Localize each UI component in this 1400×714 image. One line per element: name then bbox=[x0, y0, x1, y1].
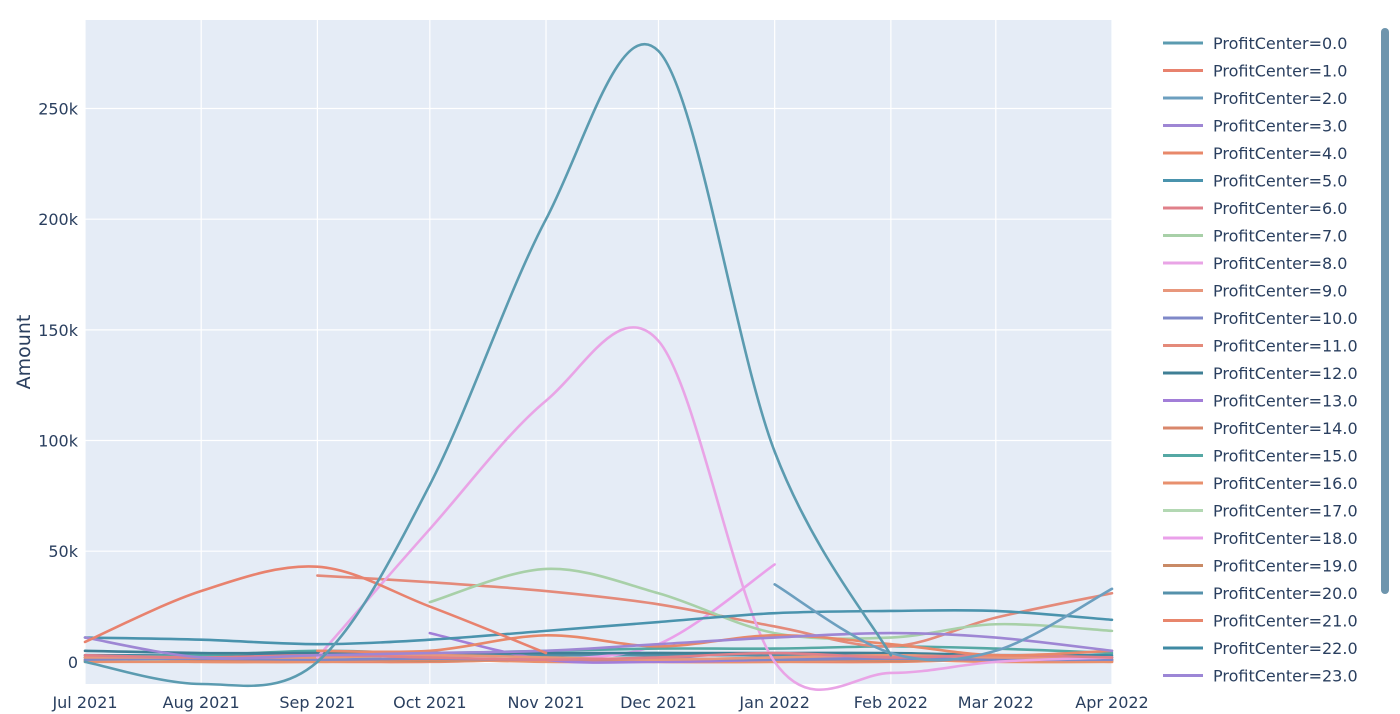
series-line-2 bbox=[773, 583, 1114, 662]
plot-area bbox=[85, 20, 1112, 684]
y-tick-label: 50k bbox=[48, 542, 78, 561]
legend-entry[interactable]: ProfitCenter=5.0 bbox=[1213, 172, 1347, 191]
x-tick-label: Jan 2022 bbox=[738, 693, 809, 712]
legend-entry[interactable]: ProfitCenter=16.0 bbox=[1213, 474, 1358, 493]
x-tick-label: Oct 2021 bbox=[393, 693, 466, 712]
x-tick-label: Dec 2021 bbox=[620, 693, 697, 712]
legend-scrollbar[interactable] bbox=[1381, 28, 1389, 594]
legend-entry[interactable]: ProfitCenter=17.0 bbox=[1213, 502, 1358, 521]
legend-entry[interactable]: ProfitCenter=19.0 bbox=[1213, 557, 1358, 576]
series-line-6 bbox=[83, 651, 1114, 661]
x-tick-label: Apr 2022 bbox=[1075, 693, 1148, 712]
x-tick-label: Aug 2021 bbox=[163, 693, 240, 712]
series-line-5 bbox=[83, 608, 1114, 646]
series-line-8 bbox=[316, 326, 1114, 691]
legend-entry[interactable]: ProfitCenter=4.0 bbox=[1213, 144, 1347, 163]
legend-entry[interactable]: ProfitCenter=20.0 bbox=[1213, 584, 1358, 603]
x-tick-label: Nov 2021 bbox=[508, 693, 585, 712]
legend-entry[interactable]: ProfitCenter=2.0 bbox=[1213, 89, 1347, 108]
x-tick-label: Feb 2022 bbox=[854, 693, 928, 712]
legend-entry[interactable]: ProfitCenter=22.0 bbox=[1213, 639, 1358, 658]
y-axis: 0 50k 100k 150k 200k 250k bbox=[38, 100, 79, 672]
series-line-1 bbox=[83, 565, 548, 655]
y-tick-label: 100k bbox=[38, 432, 79, 451]
legend-entry[interactable]: ProfitCenter=3.0 bbox=[1213, 117, 1347, 136]
legend-entry[interactable]: ProfitCenter=13.0 bbox=[1213, 392, 1358, 411]
legend-entry[interactable]: ProfitCenter=8.0 bbox=[1213, 254, 1347, 273]
series-line-0 bbox=[83, 42, 893, 688]
series-line-12 bbox=[83, 649, 1114, 659]
legend-entry[interactable]: ProfitCenter=1.0 bbox=[1213, 62, 1347, 81]
legend-entry[interactable]: ProfitCenter=21.0 bbox=[1213, 612, 1358, 631]
legend-entry[interactable]: ProfitCenter=9.0 bbox=[1213, 282, 1347, 301]
legend-entry[interactable]: ProfitCenter=0.0 bbox=[1213, 34, 1347, 53]
legend-entry[interactable]: ProfitCenter=18.0 bbox=[1213, 529, 1358, 548]
legend-entry[interactable]: ProfitCenter=11.0 bbox=[1213, 337, 1358, 356]
x-tick-label: Mar 2022 bbox=[958, 693, 1034, 712]
x-tick-label: Sep 2021 bbox=[279, 693, 355, 712]
legend-entry[interactable]: ProfitCenter=12.0 bbox=[1213, 364, 1358, 383]
legend: ProfitCenter=0.0 ProfitCenter=1.0 ProfitCe… bbox=[1163, 34, 1358, 686]
y-tick-label: 0 bbox=[68, 653, 78, 672]
y-tick-label: 250k bbox=[38, 100, 79, 119]
legend-entry[interactable]: ProfitCenter=6.0 bbox=[1213, 199, 1347, 218]
legend-entry[interactable]: ProfitCenter=10.0 bbox=[1213, 309, 1358, 328]
x-tick-label: Jul 2021 bbox=[51, 693, 117, 712]
legend-entry[interactable]: ProfitCenter=23.0 bbox=[1213, 667, 1358, 686]
series-line-3 bbox=[83, 631, 1114, 660]
legend-entry[interactable]: ProfitCenter=14.0 bbox=[1213, 419, 1358, 438]
y-tick-label: 200k bbox=[38, 210, 79, 229]
series-line-7 bbox=[428, 567, 1114, 641]
legend-entry[interactable]: ProfitCenter=15.0 bbox=[1213, 447, 1358, 466]
x-axis: Jul 2021 Aug 2021 Sep 2021 Oct 2021 Nov 2021… bbox=[51, 693, 1148, 712]
series-layer bbox=[83, 42, 1114, 691]
y-tick-label: 150k bbox=[38, 321, 79, 340]
y-axis-title: Amount bbox=[13, 315, 35, 390]
legend-entry[interactable]: ProfitCenter=7.0 bbox=[1213, 227, 1347, 246]
